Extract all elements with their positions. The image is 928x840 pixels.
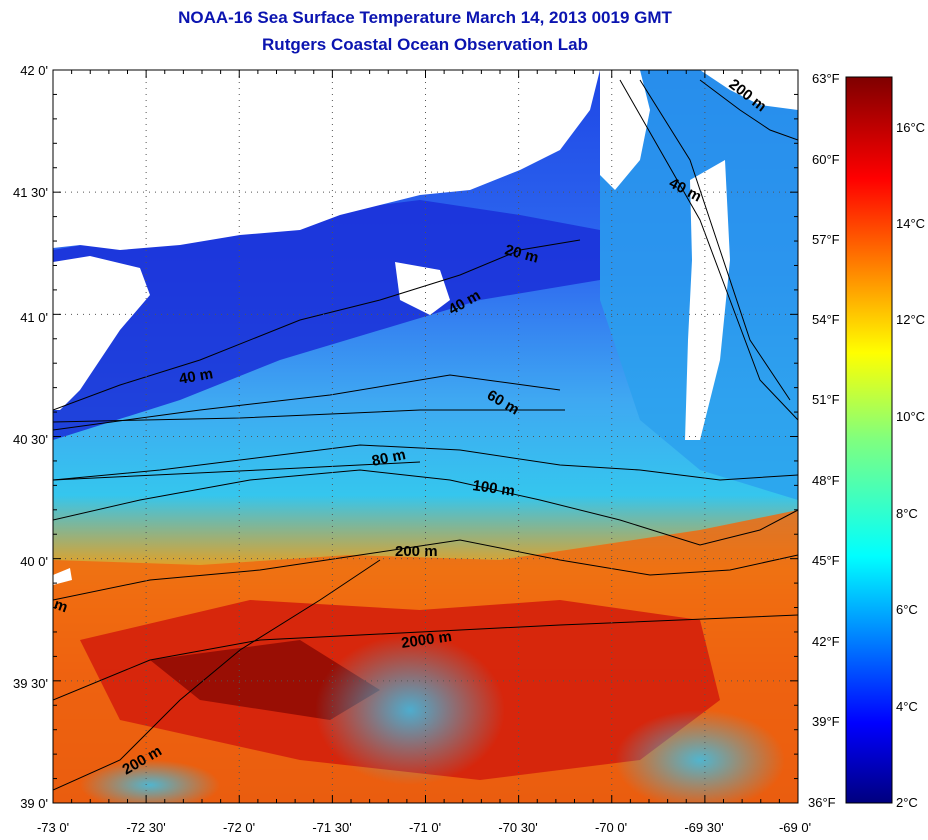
y-tick-label: 40 0' xyxy=(20,554,48,569)
f-tick-label: 57°F xyxy=(812,232,840,247)
contour-200m-ne xyxy=(699,79,798,141)
contour-40m-a xyxy=(53,239,581,411)
contour-shoals-1 xyxy=(619,79,798,421)
land-nantucket-area xyxy=(700,70,798,110)
x-tick-label: -70 0' xyxy=(595,820,627,835)
colorbar-celsius-labels: 16°C 14°C 12°C 10°C 8°C 6°C 4°C 2°C xyxy=(896,120,925,810)
cloud-noise-patch-east xyxy=(615,710,785,803)
contour-label-edge: m xyxy=(52,596,70,617)
c-tick-label: 14°C xyxy=(896,216,925,231)
y-tick-label: 41 30' xyxy=(13,185,48,200)
f-tick-label: 54°F xyxy=(812,312,840,327)
x-tick-label: -69 0' xyxy=(779,820,811,835)
contour-straight-b xyxy=(53,461,421,481)
contour-label-80m: 80 m xyxy=(370,446,407,470)
x-tick-label: -72 30' xyxy=(126,820,165,835)
land-marthas-vineyard xyxy=(395,262,450,315)
land-cape-cod xyxy=(600,70,650,190)
c-tick-label: 16°C xyxy=(896,120,925,135)
c-tick-label: 2°C xyxy=(896,795,918,810)
contour-100m xyxy=(53,469,798,546)
map-title: NOAA-16 Sea Surface Temperature March 14… xyxy=(178,8,672,27)
cloud-noise-patch-sw xyxy=(80,760,220,803)
y-tick-label: 41 0' xyxy=(20,310,48,325)
c-tick-label: 4°C xyxy=(896,699,918,714)
contour-60m xyxy=(53,374,561,431)
bathymetry-contours xyxy=(53,79,798,791)
graticule xyxy=(53,70,798,803)
y-axis-labels: 42 0' 41 30' 41 0' 40 30' 40 0' 39 30' 3… xyxy=(13,63,48,811)
colorbar-fahrenheit-labels: 63°F 60°F 57°F 54°F 51°F 48°F 45°F 42°F … xyxy=(808,71,840,810)
x-tick-label: -73 0' xyxy=(37,820,69,835)
x-axis-labels: -73 0' -72 30' -72 0' -71 30' -71 0' -70… xyxy=(37,820,811,835)
f-tick-label: 48°F xyxy=(812,473,840,488)
c-tick-label: 8°C xyxy=(896,506,918,521)
f-tick-label: 63°F xyxy=(812,71,840,86)
nearshore-cold-band xyxy=(53,200,600,440)
contour-shoals-2 xyxy=(639,79,791,401)
f-tick-label: 36°F xyxy=(808,795,836,810)
f-tick-label: 51°F xyxy=(812,392,840,407)
y-tick-label: 39 0' xyxy=(20,796,48,811)
y-tick-label: 42 0' xyxy=(20,63,48,78)
contour-80m xyxy=(53,444,798,481)
cloud-noise-patch xyxy=(315,635,505,785)
land-new-england xyxy=(53,70,600,250)
f-tick-label: 45°F xyxy=(812,553,840,568)
c-tick-label: 12°C xyxy=(896,312,925,327)
f-tick-label: 42°F xyxy=(812,634,840,649)
contour-straight-a xyxy=(53,409,565,423)
cloud-fleck xyxy=(53,568,72,585)
axis-ticks xyxy=(52,69,799,804)
c-tick-label: 6°C xyxy=(896,602,918,617)
colorbar xyxy=(845,76,893,804)
contour-label-200m: 200 m xyxy=(395,543,438,560)
cloud-strip-east xyxy=(685,160,730,440)
f-tick-label: 39°F xyxy=(812,714,840,729)
x-tick-label: -69 30' xyxy=(684,820,723,835)
x-tick-label: -71 0' xyxy=(409,820,441,835)
f-tick-label: 60°F xyxy=(812,152,840,167)
x-tick-label: -71 30' xyxy=(312,820,351,835)
y-tick-label: 39 30' xyxy=(13,676,48,691)
land-long-island xyxy=(53,256,150,410)
contour-200m xyxy=(53,539,798,601)
contour-2000m xyxy=(53,614,798,701)
x-tick-label: -72 0' xyxy=(223,820,255,835)
x-tick-label: -70 30' xyxy=(498,820,537,835)
map-subtitle: Rutgers Coastal Ocean Observation Lab xyxy=(262,35,588,54)
contour-label-2000m: 2000 m xyxy=(400,628,453,652)
y-tick-label: 40 30' xyxy=(13,432,48,447)
sst-field: 200 m 40 m 20 m 40 m 40 m 60 m 80 m 100 … xyxy=(52,70,798,803)
c-tick-label: 10°C xyxy=(896,409,925,424)
contour-200m-sw xyxy=(53,559,381,791)
contour-label-100m: 100 m xyxy=(471,477,515,500)
contour-label-40m-west: 40 m xyxy=(178,365,215,388)
